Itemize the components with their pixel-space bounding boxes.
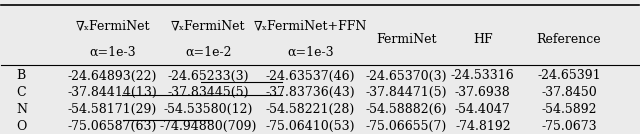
Text: -24.65391: -24.65391	[537, 69, 601, 83]
Text: -75.06587(63): -75.06587(63)	[68, 120, 157, 133]
Text: -54.58171(29): -54.58171(29)	[68, 103, 157, 116]
Text: O: O	[17, 120, 27, 133]
Text: -24.64893(22): -24.64893(22)	[68, 69, 157, 83]
Text: -37.84414(13): -37.84414(13)	[68, 86, 157, 99]
Text: HF: HF	[473, 33, 493, 46]
Text: -37.8450: -37.8450	[541, 86, 597, 99]
Text: ∇ₓFermiNet+FFN: ∇ₓFermiNet+FFN	[253, 20, 367, 33]
Text: -54.4047: -54.4047	[455, 103, 511, 116]
Text: N: N	[17, 103, 28, 116]
Text: -75.0673: -75.0673	[541, 120, 597, 133]
Text: -54.53580(12): -54.53580(12)	[164, 103, 253, 116]
Text: -37.6938: -37.6938	[455, 86, 511, 99]
Text: -54.58882(6): -54.58882(6)	[365, 103, 447, 116]
Text: α=1e-2: α=1e-2	[185, 46, 232, 59]
Text: B: B	[17, 69, 26, 83]
Text: -75.06410(53): -75.06410(53)	[266, 120, 355, 133]
Text: α=1e-3: α=1e-3	[89, 46, 136, 59]
Text: C: C	[17, 86, 26, 99]
Text: α=1e-3: α=1e-3	[287, 46, 333, 59]
Text: FermiNet: FermiNet	[376, 33, 436, 46]
Text: -37.83736(43): -37.83736(43)	[266, 86, 355, 99]
Text: Reference: Reference	[537, 33, 602, 46]
Text: -54.5892: -54.5892	[541, 103, 597, 116]
Text: -24.65233(3): -24.65233(3)	[168, 69, 249, 83]
Text: -75.06655(7): -75.06655(7)	[365, 120, 447, 133]
Text: -74.94880(709): -74.94880(709)	[159, 120, 257, 133]
Text: -24.63537(46): -24.63537(46)	[266, 69, 355, 83]
Text: -74.8192: -74.8192	[455, 120, 511, 133]
Text: ∇ₓFermiNet: ∇ₓFermiNet	[76, 20, 150, 33]
Text: -24.65370(3): -24.65370(3)	[365, 69, 447, 83]
Text: -54.58221(28): -54.58221(28)	[266, 103, 355, 116]
Text: -37.83445(5): -37.83445(5)	[168, 86, 249, 99]
Text: -24.53316: -24.53316	[451, 69, 515, 83]
Text: -37.84471(5): -37.84471(5)	[365, 86, 447, 99]
Text: ∇ₓFermiNet: ∇ₓFermiNet	[171, 20, 246, 33]
